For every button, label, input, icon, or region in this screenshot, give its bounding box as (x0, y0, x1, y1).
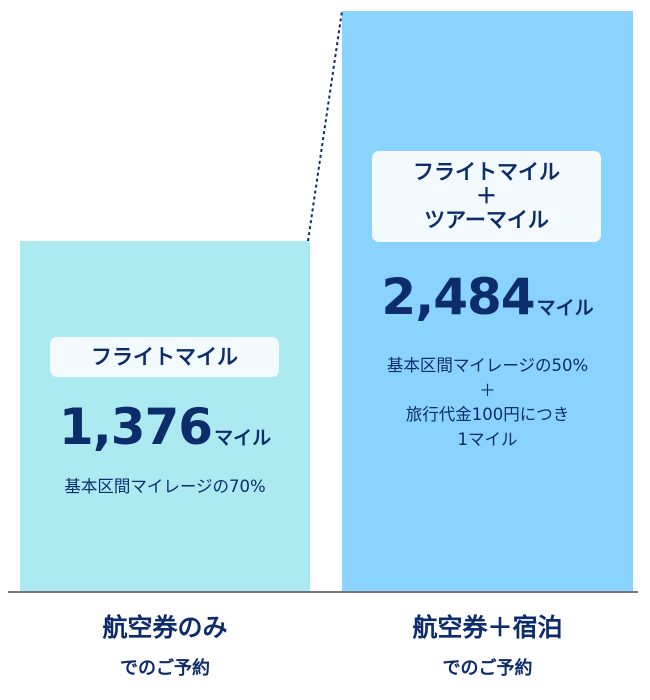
tag-line: フライトマイル (413, 160, 560, 184)
bar-tag: フライトマイル ＋ ツアーマイル (372, 151, 601, 242)
tag-line: ＋ (476, 184, 497, 208)
category-sublabel: でのご予約 (120, 658, 210, 679)
note-line: ＋ (479, 380, 496, 400)
bar-tag: フライトマイル (50, 337, 279, 377)
x-axis-baseline (8, 591, 638, 593)
data-label: 1,376 マイル (20, 398, 310, 456)
bar-note: 基本区間マイレージの50% ＋ 旅行代金100円につき 1マイル (342, 354, 633, 452)
bar-flight-only (20, 241, 310, 592)
bar-flight-hotel (342, 11, 633, 592)
bar-note: 基本区間マイレージの70% (20, 475, 310, 500)
dotted-connector-line (307, 10, 343, 242)
category-label: 航空券のみでのご予約 (20, 612, 310, 680)
value-unit: マイル (214, 427, 272, 449)
category-sublabel: でのご予約 (442, 658, 533, 679)
note-line: 基本区間マイレージの50% (386, 356, 589, 375)
tag-line: ツアーマイル (424, 208, 549, 232)
value-number: 1,376 (58, 398, 213, 456)
category-title: 航空券＋宿泊 (400, 612, 575, 646)
value-number: 2,484 (381, 268, 535, 326)
note-line: 1マイル (457, 429, 518, 449)
value-unit: マイル (536, 297, 594, 319)
category-label: 航空券＋宿泊でのご予約 (342, 612, 633, 680)
category-title: 航空券のみ (90, 612, 240, 646)
note-line: 基本区間マイレージの70% (64, 477, 266, 496)
note-line: 旅行代金100円につき (405, 405, 570, 424)
tag-line: フライトマイル (91, 345, 238, 369)
data-label: 2,484 マイル (342, 268, 633, 326)
